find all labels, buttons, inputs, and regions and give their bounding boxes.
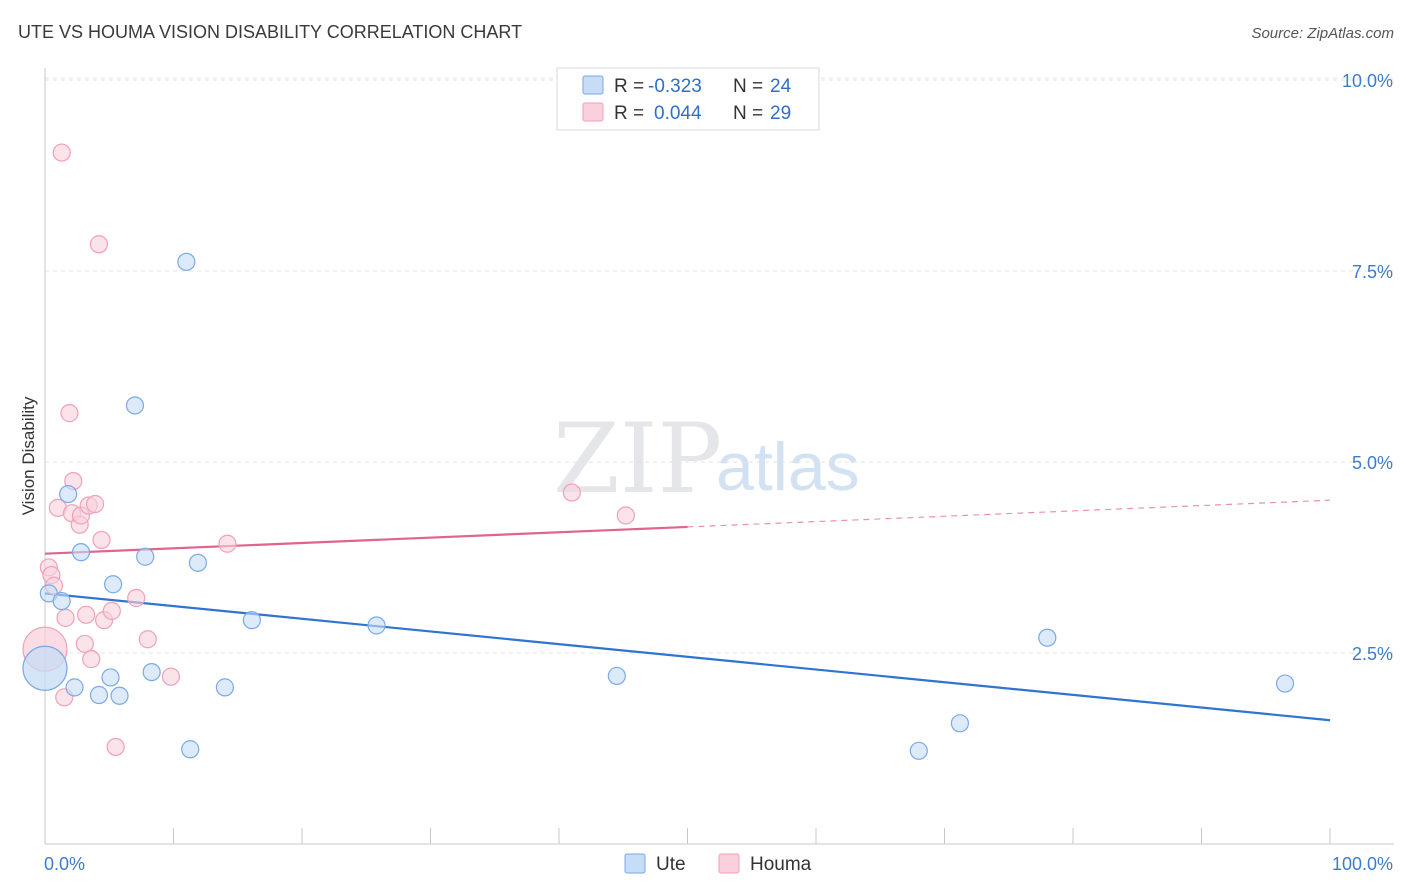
ute-point — [188, 553, 208, 572]
ute-point — [177, 252, 196, 271]
ute-n-label: N = — [733, 76, 763, 97]
ute-point — [1275, 674, 1295, 693]
ute-point — [181, 740, 200, 759]
ute-r-value: -0.323 — [648, 76, 702, 97]
ute-point — [52, 591, 71, 611]
houma-point — [89, 235, 109, 254]
ute-point — [65, 678, 84, 697]
ute-point — [125, 396, 145, 415]
chart-title: UTE VS HOUMA VISION DISABILITY CORRELATI… — [18, 22, 522, 42]
ute-point — [101, 668, 120, 687]
houma-point — [138, 630, 157, 649]
data-points — [22, 143, 1295, 760]
ute-point — [1038, 628, 1057, 647]
houma-point — [60, 404, 79, 423]
houma-point — [82, 650, 101, 669]
houma-legend-swatch — [582, 102, 604, 122]
houma-bottom-swatch — [718, 853, 740, 874]
watermark-zip: ZIP — [553, 403, 722, 515]
houma-point — [102, 601, 121, 621]
houma-legend-label: Houma — [750, 854, 812, 875]
ute-r-label: R = — [614, 76, 644, 97]
series-ute — [22, 252, 1295, 760]
houma-point — [52, 143, 71, 162]
houma-r-label: R = — [614, 103, 644, 124]
y-tick-label: 10.0% — [1342, 71, 1393, 91]
stats-legend: R = -0.323 N = 24 R = 0.044 N = 29 — [556, 67, 820, 131]
ute-point — [242, 611, 261, 630]
x-tick-label: 0.0% — [44, 854, 85, 874]
ute-point — [110, 686, 129, 705]
ute-bottom-swatch — [624, 853, 646, 874]
ute-point — [607, 666, 626, 686]
ute-legend-label: Ute — [656, 854, 686, 875]
gridlines — [45, 77, 1394, 654]
houma-point — [562, 483, 581, 502]
ute-point — [367, 616, 386, 635]
houma-point — [127, 588, 146, 608]
houma-trendline — [44, 525, 688, 555]
ute-point — [22, 645, 68, 691]
y-tick-label: 2.5% — [1352, 644, 1393, 664]
watermark-atlas: atlas — [716, 429, 860, 505]
ute-point — [89, 685, 109, 705]
houma-point — [92, 530, 111, 550]
houma-point — [218, 534, 237, 553]
houma-point — [161, 667, 181, 686]
y-axis-label: Vision Disability — [19, 396, 38, 515]
ute-legend-swatch — [582, 75, 604, 95]
houma-n-label: N = — [733, 103, 763, 124]
houma-trendline-extension — [687, 499, 1331, 528]
chart-source: Source: ZipAtlas.com — [1251, 25, 1394, 42]
ute-point — [215, 678, 234, 697]
houma-n-value: 29 — [770, 103, 791, 124]
ute-trendline — [44, 592, 1331, 722]
houma-point — [106, 737, 125, 757]
houma-point — [616, 506, 635, 525]
ute-point — [909, 741, 928, 760]
houma-point — [86, 494, 105, 514]
ute-point — [71, 543, 91, 562]
y-tick-labels: 2.5% 5.0% 7.5% 10.0% — [1342, 71, 1393, 664]
ute-point — [104, 575, 123, 594]
y-tick-label: 5.0% — [1352, 453, 1393, 473]
series-legend: Ute Houma — [624, 853, 812, 875]
y-tick-label: 7.5% — [1352, 262, 1393, 282]
ute-point — [59, 484, 78, 504]
axes — [44, 68, 1394, 845]
trendlines — [44, 499, 1331, 722]
ute-point — [950, 714, 970, 733]
houma-r-value: 0.044 — [654, 103, 702, 124]
ute-point — [142, 662, 161, 682]
x-tick-labels: 0.0% 100.0% — [44, 854, 1393, 874]
houma-point — [75, 634, 94, 653]
x-tick-label: 100.0% — [1332, 854, 1393, 874]
houma-point — [77, 605, 96, 624]
ute-n-value: 24 — [770, 76, 792, 97]
series-houma — [22, 143, 635, 757]
ute-point — [136, 547, 155, 566]
houma-point — [56, 608, 75, 627]
